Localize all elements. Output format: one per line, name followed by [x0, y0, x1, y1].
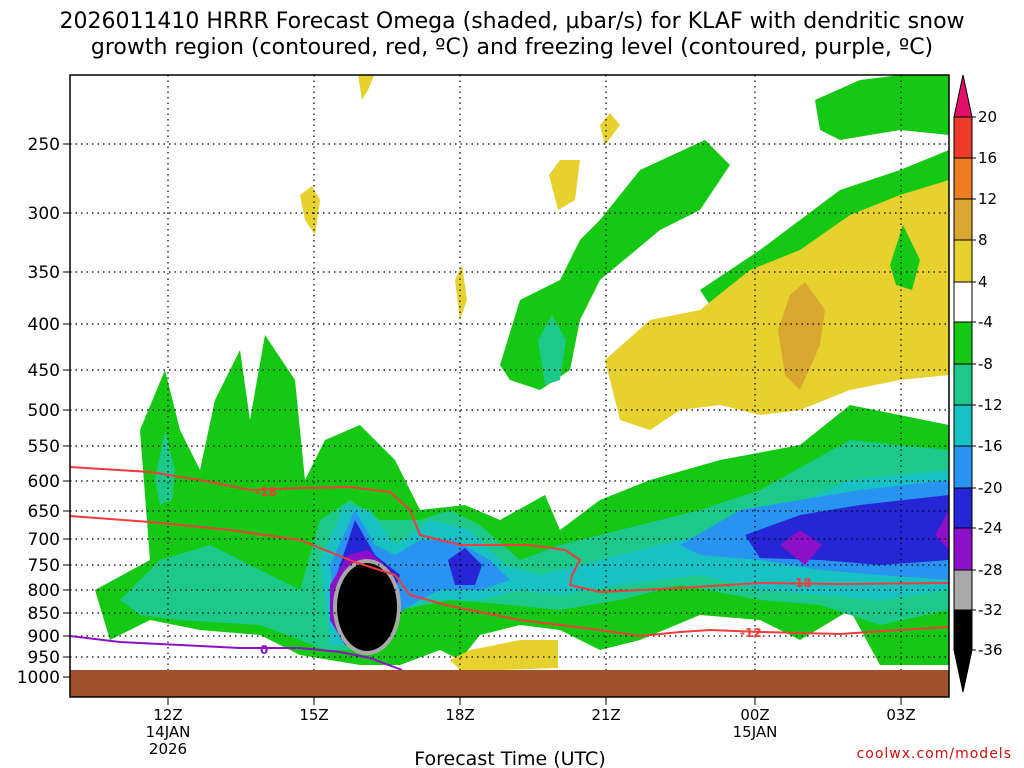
chart-title-line2: growth region (contoured, red, ºC) and f…: [91, 35, 933, 60]
omega-shade-orange-ne: [778, 282, 825, 390]
colorbar-swatch: [953, 487, 973, 529]
y-tick-label: 450: [28, 361, 60, 381]
omega-shade-yellow-d: [455, 265, 467, 320]
dgz-label-low: -12: [740, 626, 762, 640]
x-tick-date: 14JAN: [146, 723, 191, 741]
y-tick-label: 700: [28, 530, 60, 550]
x-tick-year: 2026: [149, 740, 187, 758]
horizontal-gridlines: [70, 143, 949, 658]
x-tick-label: 18Z: [445, 706, 474, 724]
colorbar-swatch: [953, 609, 973, 651]
plot-border: [69, 74, 950, 698]
colorbar-label: -16: [978, 437, 1003, 455]
omega-shade-yellow-b: [600, 113, 620, 145]
dgz-label-bottom-right: -18: [790, 576, 812, 590]
colorbar-label: -36: [978, 641, 1003, 659]
x-tick-date: 15JAN: [733, 723, 778, 741]
colorbar-bottom-arrow: [953, 649, 973, 693]
dgz-contour-lower: [69, 515, 950, 638]
omega-shade-yellow-ne: [605, 180, 949, 430]
dgz-contour-upper: [69, 466, 950, 594]
plot-area: [70, 75, 949, 697]
colorbar-label: -12: [978, 396, 1003, 414]
omega-shade-purple-edge: [935, 510, 949, 550]
omega-shade-yellow-e: [358, 75, 374, 100]
y-tick-label: 350: [28, 263, 60, 283]
dgz-label-top: -18: [255, 485, 277, 499]
colorbar-top-arrow: [953, 74, 973, 118]
colorbar-swatch: [953, 116, 973, 159]
y-tick-label: 400: [28, 315, 60, 335]
y-tick-label: 950: [28, 648, 60, 668]
y-axis-ticks: 250 300 350 400 450 500 550 600 650 700 750 800 850 9…: [17, 135, 70, 688]
omega-shade-yellow-hole: [890, 225, 920, 290]
credit-text: coolwx.com/models: [857, 746, 1012, 762]
y-tick-label: 750: [28, 556, 60, 576]
y-tick-label: 800: [28, 581, 60, 601]
x-tick-label: 00Z: [740, 706, 769, 724]
y-tick-label: 500: [28, 401, 60, 421]
colorbar-swatch: [953, 445, 973, 489]
colorbar-label: 16: [978, 149, 997, 167]
y-tick-label: 600: [28, 472, 60, 492]
omega-shade-yellow-c: [300, 186, 320, 235]
omega-shade-teal-upper: [538, 315, 566, 385]
omega-shade-yellow-a: [549, 160, 580, 210]
omega-shade-darkblue-mid: [448, 548, 482, 585]
freezing-level-contour: [69, 635, 403, 671]
omega-shade-green-top: [815, 75, 949, 140]
colorbar-swatch: [953, 527, 973, 571]
colorbar-swatch: [953, 239, 973, 283]
y-tick-label: 650: [28, 502, 60, 522]
freezing-label: 0: [260, 643, 268, 657]
colorbar-label: 12: [978, 190, 997, 208]
y-tick-label: 1000: [17, 668, 60, 688]
y-tick-label: 300: [28, 204, 60, 224]
y-tick-label: 250: [28, 135, 60, 155]
omega-shade-teal-left: [155, 430, 175, 505]
terrain-ground: [70, 670, 949, 697]
colorbar: 20 16 12 8 4 -4 -8 -12 -16 -20 -24 -28 -32 -36: [953, 74, 1003, 693]
colorbar-label: -24: [978, 519, 1003, 537]
colorbar-swatch: [953, 404, 973, 447]
x-tick-label: 12Z: [153, 706, 182, 724]
colorbar-label: -8: [978, 355, 993, 373]
colorbar-label: 20: [978, 108, 997, 126]
colorbar-label: 4: [978, 273, 988, 291]
vertical-gridlines: [167, 75, 902, 697]
x-tick-label: 15Z: [299, 706, 328, 724]
y-tick-label: 550: [28, 437, 60, 457]
omega-shade-black: [337, 563, 397, 651]
colorbar-label: -4: [978, 313, 993, 331]
colorbar-swatch: [953, 321, 973, 365]
x-tick-label: 03Z: [886, 706, 915, 724]
omega-shade-yellow-f: [450, 640, 558, 670]
colorbar-swatch: [953, 281, 973, 323]
x-axis-label: Forecast Time (UTC): [414, 748, 605, 768]
colorbar-label: -28: [978, 561, 1003, 579]
chart-title-line1: 2026011410 HRRR Forecast Omega (shaded, …: [59, 9, 964, 34]
colorbar-label: -32: [978, 601, 1003, 619]
x-tick-label: 21Z: [591, 706, 620, 724]
colorbar-swatch: [953, 198, 973, 241]
colorbar-label: -20: [978, 479, 1003, 497]
colorbar-swatch: [953, 569, 973, 611]
colorbar-label: 8: [978, 231, 988, 249]
colorbar-swatch: [953, 363, 973, 406]
colorbar-swatch: [953, 157, 973, 200]
y-tick-label: 850: [28, 604, 60, 624]
y-tick-label: 900: [28, 627, 60, 647]
